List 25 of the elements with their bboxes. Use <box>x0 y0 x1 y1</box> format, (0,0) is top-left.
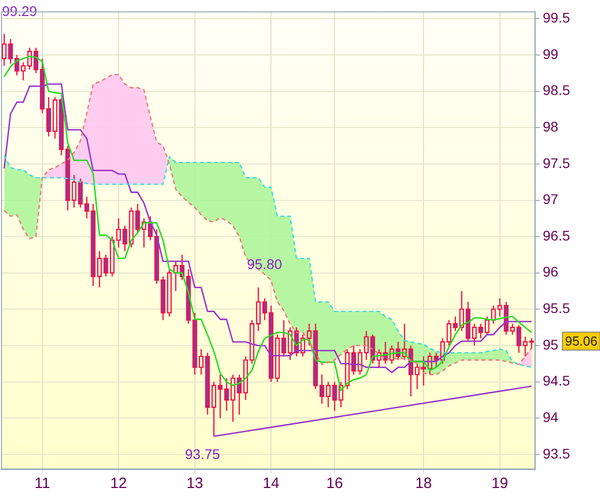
annotation: 93.75 <box>185 446 220 462</box>
y-tick-label: 94.5 <box>542 372 570 389</box>
y-tick-label: 98 <box>542 118 559 134</box>
y-tick-label: 95.5 <box>542 300 570 316</box>
y-tick-label: 94 <box>542 409 559 426</box>
y-tick-label: 97 <box>542 191 559 208</box>
candlestick <box>344 348 350 390</box>
line-series <box>4 154 532 368</box>
x-tick-label: 16 <box>326 475 343 492</box>
x-tick-label: 12 <box>110 475 127 492</box>
y-tick-label: 99 <box>542 46 559 62</box>
y-tick-label: 98.5 <box>542 82 570 98</box>
x-tick-label: 11 <box>34 475 50 492</box>
y-tick-label: 95 <box>542 336 559 352</box>
x-tick-label: 14 <box>262 475 280 492</box>
x-tick-label: 18 <box>415 475 432 492</box>
y-tick-label: 99.5 <box>542 10 570 26</box>
x-tick-label: 13 <box>186 475 204 492</box>
y-tick-label: 96.5 <box>542 227 570 244</box>
y-tick-label: 97.5 <box>542 154 570 171</box>
y-tick-label: 96 <box>542 264 559 280</box>
y-tick-label: 93.5 <box>542 445 570 462</box>
annotation: 95.80 <box>247 256 282 272</box>
x-tick-label: 19 <box>491 475 508 492</box>
text: 95.06 <box>564 334 598 349</box>
